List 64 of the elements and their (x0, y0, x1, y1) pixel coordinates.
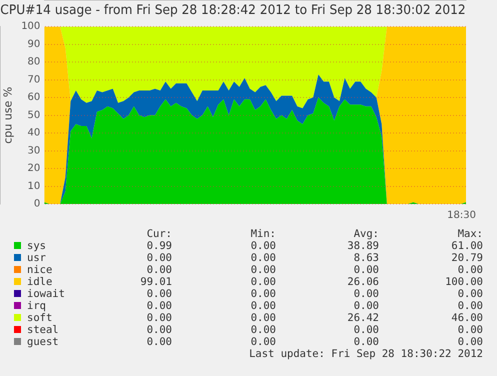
text: 61.00 (451, 240, 483, 252)
y-tick-label: 10 (28, 180, 40, 192)
text: 0.00 (458, 288, 483, 300)
text: 46.00 (451, 312, 483, 324)
text: Max: (458, 228, 483, 240)
text: Last update: Fri Sep 28 18:30:22 2012 (249, 348, 483, 360)
text: Cur: (146, 228, 172, 240)
text: 0.00 (250, 312, 276, 324)
text: 0.00 (458, 300, 483, 312)
text: 0.00 (146, 300, 172, 312)
legend-label: usr (27, 252, 46, 264)
text: Min: (250, 228, 276, 240)
text: 0.00 (250, 252, 276, 264)
y-tick-label: 40 (28, 128, 40, 139)
y-tick-label: 30 (28, 145, 40, 156)
text: 0.00 (146, 336, 172, 348)
legend-label: iowait (27, 288, 65, 300)
text: 0.00 (146, 312, 172, 324)
y-tick-label: 20 (28, 163, 40, 174)
text: 0.00 (146, 264, 172, 276)
text: 0.00 (354, 336, 379, 348)
legend-label: irq (27, 300, 46, 312)
text: 0.00 (458, 324, 483, 336)
y-tick-label: 60 (28, 92, 40, 104)
legend-label: steal (27, 324, 59, 336)
y-tick-label: 50 (28, 110, 40, 121)
text: 0.00 (146, 324, 172, 336)
text: Avg: (354, 228, 379, 240)
legend-label: guest (27, 336, 59, 348)
text: 0.00 (458, 336, 483, 348)
text: 0.00 (250, 264, 276, 276)
y-tick-label: 100 (21, 21, 40, 32)
text: 0.00 (354, 264, 379, 276)
text: 20.79 (451, 252, 483, 264)
y-tick-label: 90 (28, 38, 40, 50)
text: 0.00 (146, 252, 172, 264)
text: 0.00 (250, 300, 276, 312)
legend-label: soft (27, 312, 52, 324)
legend-label: idle (27, 276, 52, 288)
text: 26.06 (347, 276, 379, 288)
text: 0.00 (250, 336, 276, 348)
legend-label: sys (27, 240, 46, 252)
text: 0.00 (146, 288, 172, 300)
legend-label: nice (27, 264, 52, 276)
text: 0.99 (146, 240, 172, 252)
y-tick-label: 0 (34, 198, 40, 210)
text: 0.00 (354, 324, 379, 336)
text: 99.01 (140, 276, 172, 288)
text: 0.00 (354, 300, 379, 312)
y-tick-label: 80 (28, 56, 40, 68)
text: 0.00 (250, 324, 276, 336)
text: 0.00 (250, 240, 276, 252)
text: 0.00 (458, 264, 483, 276)
text: 18:30 (447, 210, 476, 222)
text: 8.63 (354, 252, 379, 264)
chart-title: CPU#14 usage - from Fri Sep 28 18:28:42 2012 to Fri Sep 28 18:30:02 2012 (0, 2, 466, 18)
text: 0.00 (354, 288, 379, 300)
text: 0.00 (250, 288, 276, 300)
y-axis-title: cpu use % (1, 86, 14, 144)
text: 100.00 (445, 276, 483, 288)
text: 0.00 (250, 276, 276, 288)
text: 38.89 (347, 240, 379, 252)
text: 26.42 (347, 312, 379, 324)
y-tick-label: 70 (28, 74, 40, 86)
